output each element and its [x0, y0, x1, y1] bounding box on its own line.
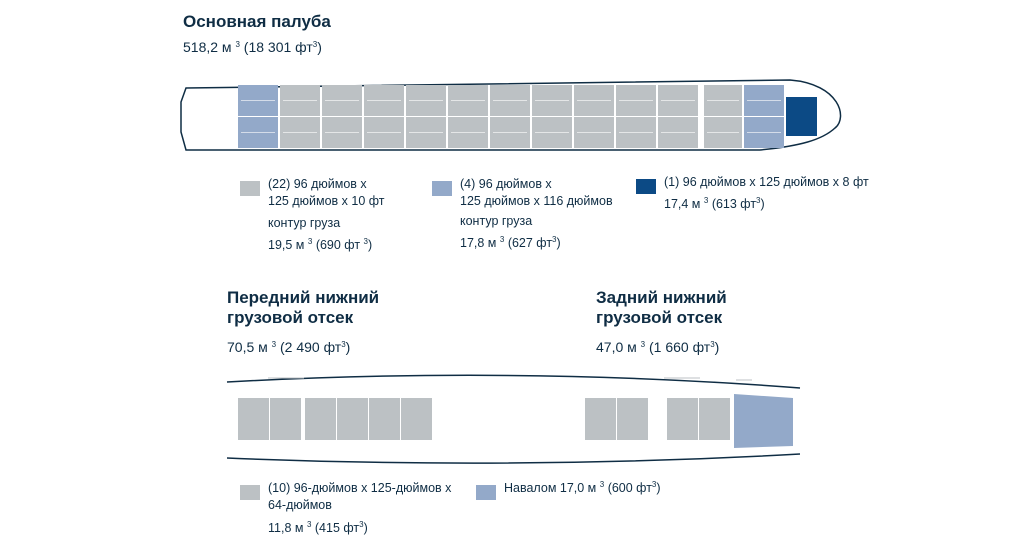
main-deck-pallets	[238, 85, 817, 148]
lower-deck-pallet	[369, 398, 400, 440]
lower-deck-pallet	[270, 398, 301, 440]
aft-lower-title: Задний нижний грузовой отсек	[596, 288, 727, 327]
lower-deck-pallet	[617, 398, 648, 440]
lower-deck-pallet	[238, 398, 269, 440]
lower-deck-pallet	[337, 398, 368, 440]
legend-bulk: Навалом 17,0 м 3 (600 фт3)	[504, 480, 661, 496]
main-door-unit	[786, 97, 817, 136]
forward-lower-title: Передний нижний грузовой отсек	[227, 288, 380, 327]
main-deck-title: Основная палуба	[183, 12, 331, 31]
lower-deck-fuselage-outline	[226, 374, 801, 389]
lower-deck-pallet	[585, 398, 616, 440]
legend-swatch-half-pallet	[432, 181, 452, 196]
lower-deck-pallet	[401, 398, 432, 440]
aft-lower-volume: 47,0 м 3 (1 660 фт3)	[596, 339, 720, 355]
main-deck-fuselage-outline	[180, 79, 842, 151]
legend-half-pallet: (4) 96 дюймов x 125 дюймов x 116 дюймов …	[460, 177, 613, 250]
legend-main-door-unit: (1) 96 дюймов x 125 дюймов x 8 фт 17,4 м…	[664, 175, 869, 211]
legend-swatch-main-door-unit	[636, 179, 656, 194]
lower-deck-pallet	[699, 398, 730, 440]
lower-deck-pallets	[238, 398, 730, 440]
legend-swatch-bulk	[476, 485, 496, 500]
legend-swatch-standard-pallet	[240, 181, 260, 196]
legend-standard-pallet: (22) 96 дюймов x 125 дюймов x 10 фт конт…	[268, 177, 385, 252]
lower-deck-fuselage-bottom	[226, 453, 801, 464]
main-deck-volume: 518,2 м 3 (18 301 фт3)	[183, 39, 322, 55]
legend-lower-pallet: (10) 96-дюймов x 125-дюймов x 64-дюймов …	[268, 481, 452, 535]
legend-swatch-lower-pallet	[240, 485, 260, 500]
lower-deck-pallet	[305, 398, 336, 440]
forward-lower-volume: 70,5 м 3 (2 490 фт3)	[227, 339, 351, 355]
lower-deck-pallet	[667, 398, 698, 440]
bulk-compartment	[734, 394, 793, 448]
